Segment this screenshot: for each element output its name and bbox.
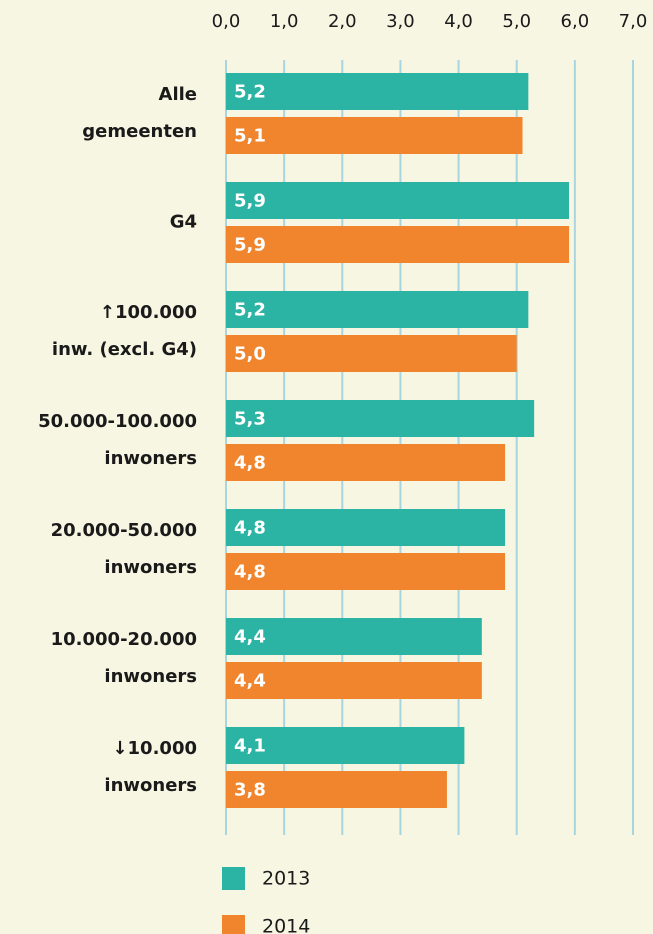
value-label: 5,9 (234, 191, 266, 212)
value-label: 5,2 (234, 300, 266, 321)
category-label: ↓10.000 (112, 738, 197, 759)
value-label: 4,1 (234, 736, 266, 757)
value-label: 5,3 (234, 409, 266, 430)
value-label: 5,0 (234, 344, 266, 365)
value-label: 4,8 (234, 518, 266, 539)
value-label: 5,2 (234, 82, 266, 103)
bar (226, 662, 482, 699)
legend-swatch (222, 915, 245, 934)
bar (226, 117, 523, 154)
category-label: G4 (170, 212, 197, 233)
category-label: inwoners (104, 666, 197, 687)
bar (226, 509, 506, 546)
category-label: ↑100.000 (100, 302, 197, 323)
category-label: 10.000-20.000 (51, 629, 197, 650)
category-label: 50.000-100.000 (38, 411, 197, 432)
bar (226, 291, 529, 328)
x-tick-label: 0,0 (212, 11, 241, 32)
bar (226, 771, 447, 808)
category-label: inwoners (104, 557, 197, 578)
legend-label: 2013 (262, 868, 310, 890)
bar (226, 618, 482, 655)
x-tick-label: 1,0 (270, 11, 299, 32)
category-label: inwoners (104, 448, 197, 469)
value-label: 4,8 (234, 453, 266, 474)
value-label: 4,8 (234, 562, 266, 583)
category-label: inw. (excl. G4) (52, 339, 197, 360)
bar (226, 444, 506, 481)
value-label: 4,4 (234, 627, 266, 648)
value-label: 5,9 (234, 235, 266, 256)
x-tick-label: 3,0 (386, 11, 415, 32)
x-tick-label: 4,0 (444, 11, 473, 32)
x-tick-label: 6,0 (561, 11, 590, 32)
bar (226, 226, 570, 263)
category-label: 20.000-50.000 (51, 520, 197, 541)
category-label: Alle (159, 84, 197, 105)
category-label: inwoners (104, 775, 197, 796)
legend-swatch (222, 867, 245, 890)
x-tick-label: 2,0 (328, 11, 357, 32)
value-label: 5,1 (234, 126, 266, 147)
bar (226, 73, 529, 110)
bar (226, 400, 535, 437)
category-label: gemeenten (82, 121, 197, 142)
value-label: 3,8 (234, 780, 266, 801)
bar (226, 727, 465, 764)
x-tick-label: 5,0 (502, 11, 531, 32)
bar (226, 335, 517, 372)
value-label: 4,4 (234, 671, 266, 692)
bar (226, 553, 506, 590)
x-tick-label: 7,0 (619, 11, 648, 32)
bar (226, 182, 570, 219)
legend-label: 2014 (262, 916, 310, 934)
